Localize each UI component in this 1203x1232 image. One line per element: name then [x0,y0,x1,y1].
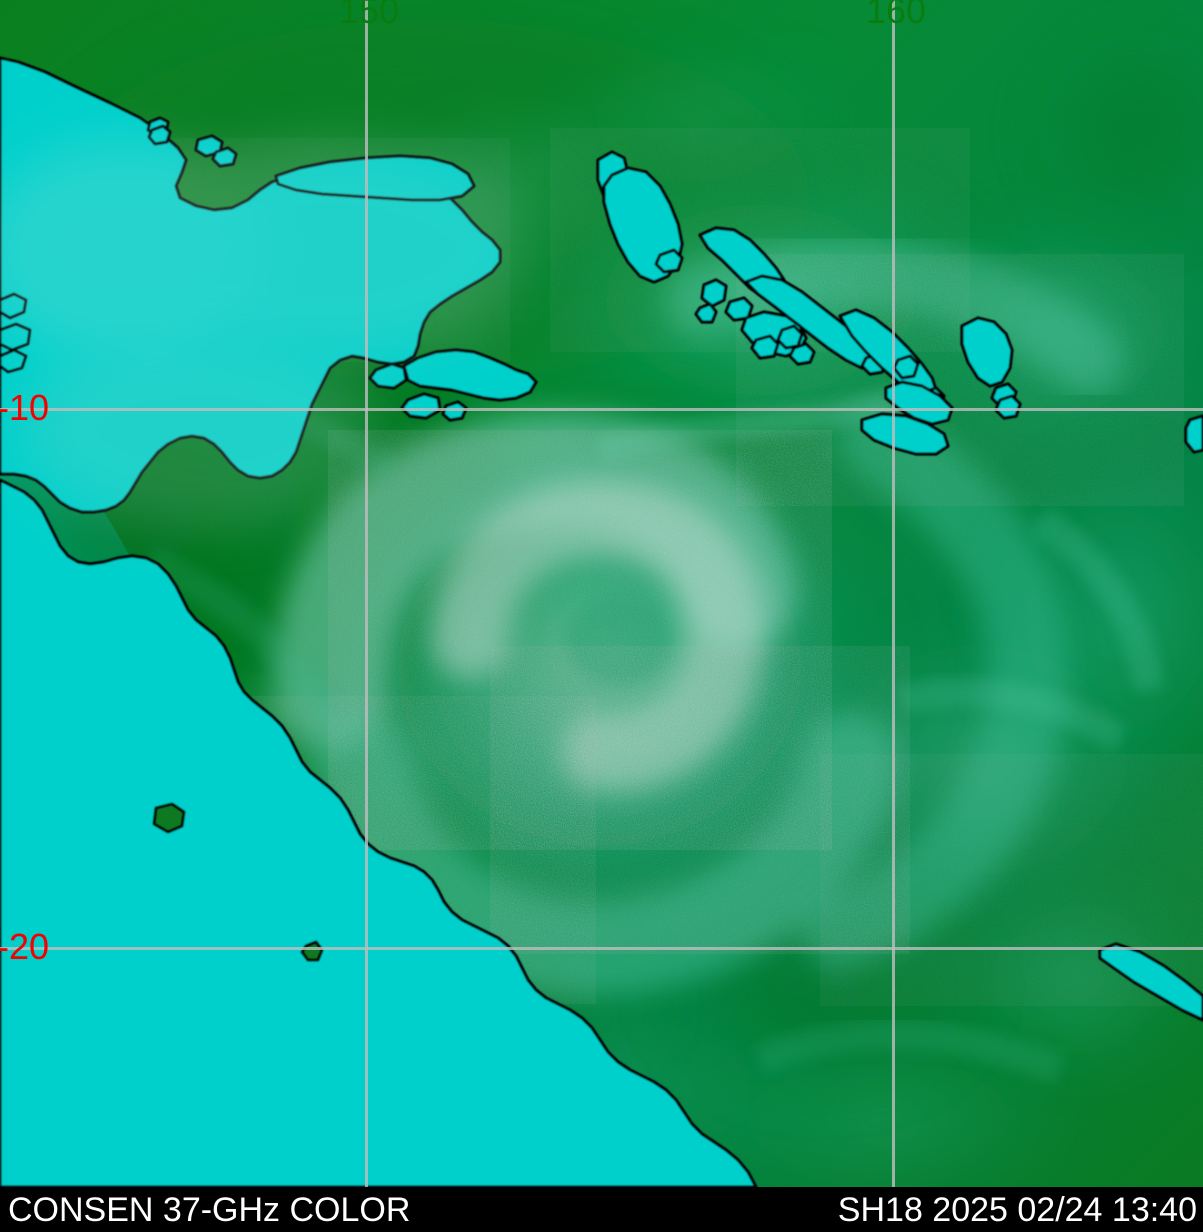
coast-rennell [860,412,950,456]
coast-island-small1 [368,362,408,390]
product-label: CONSEN 37-GHz COLOR [8,1191,411,1229]
coast-islet-sol8 [788,342,816,366]
satellite-image-panel[interactable]: 150 160 -10 -20 [0,0,1203,1187]
cloud-overlay-haze [0,140,530,530]
coast-new-britain [402,348,538,402]
coast-islet-sol3 [694,302,718,324]
storm-timestamp-label: SH18 2025 02/24 13:40 [837,1191,1197,1229]
coast-vanuatu-north [1184,414,1203,454]
coast-islet-sol6 [750,334,780,360]
coast-island-small3 [441,400,468,422]
coast-island-qld-offshore [300,940,324,962]
coast-islet-sol12 [994,394,1022,420]
coast-islet-sol7 [776,324,804,350]
coast-islet-sol13 [892,354,920,380]
cloud-filaments [143,367,1165,1084]
microwave-37ghz-image [0,0,1203,1187]
coast-island-karkar [147,124,172,146]
coast-torres-islet3 [0,348,28,374]
coast-vanuatu-espiritu [1098,942,1203,1022]
coast-australia-cape-notch [152,802,186,834]
coast-australia-queensland [0,478,758,1187]
status-bar: CONSEN 37-GHz COLOR SH18 2025 02/24 13:4… [0,1187,1203,1232]
coast-torres-islet2 [0,322,32,352]
coast-islet-sol1 [654,248,684,274]
coast-islet-sol10 [960,316,1014,388]
coast-islet-sol2 [700,278,728,308]
